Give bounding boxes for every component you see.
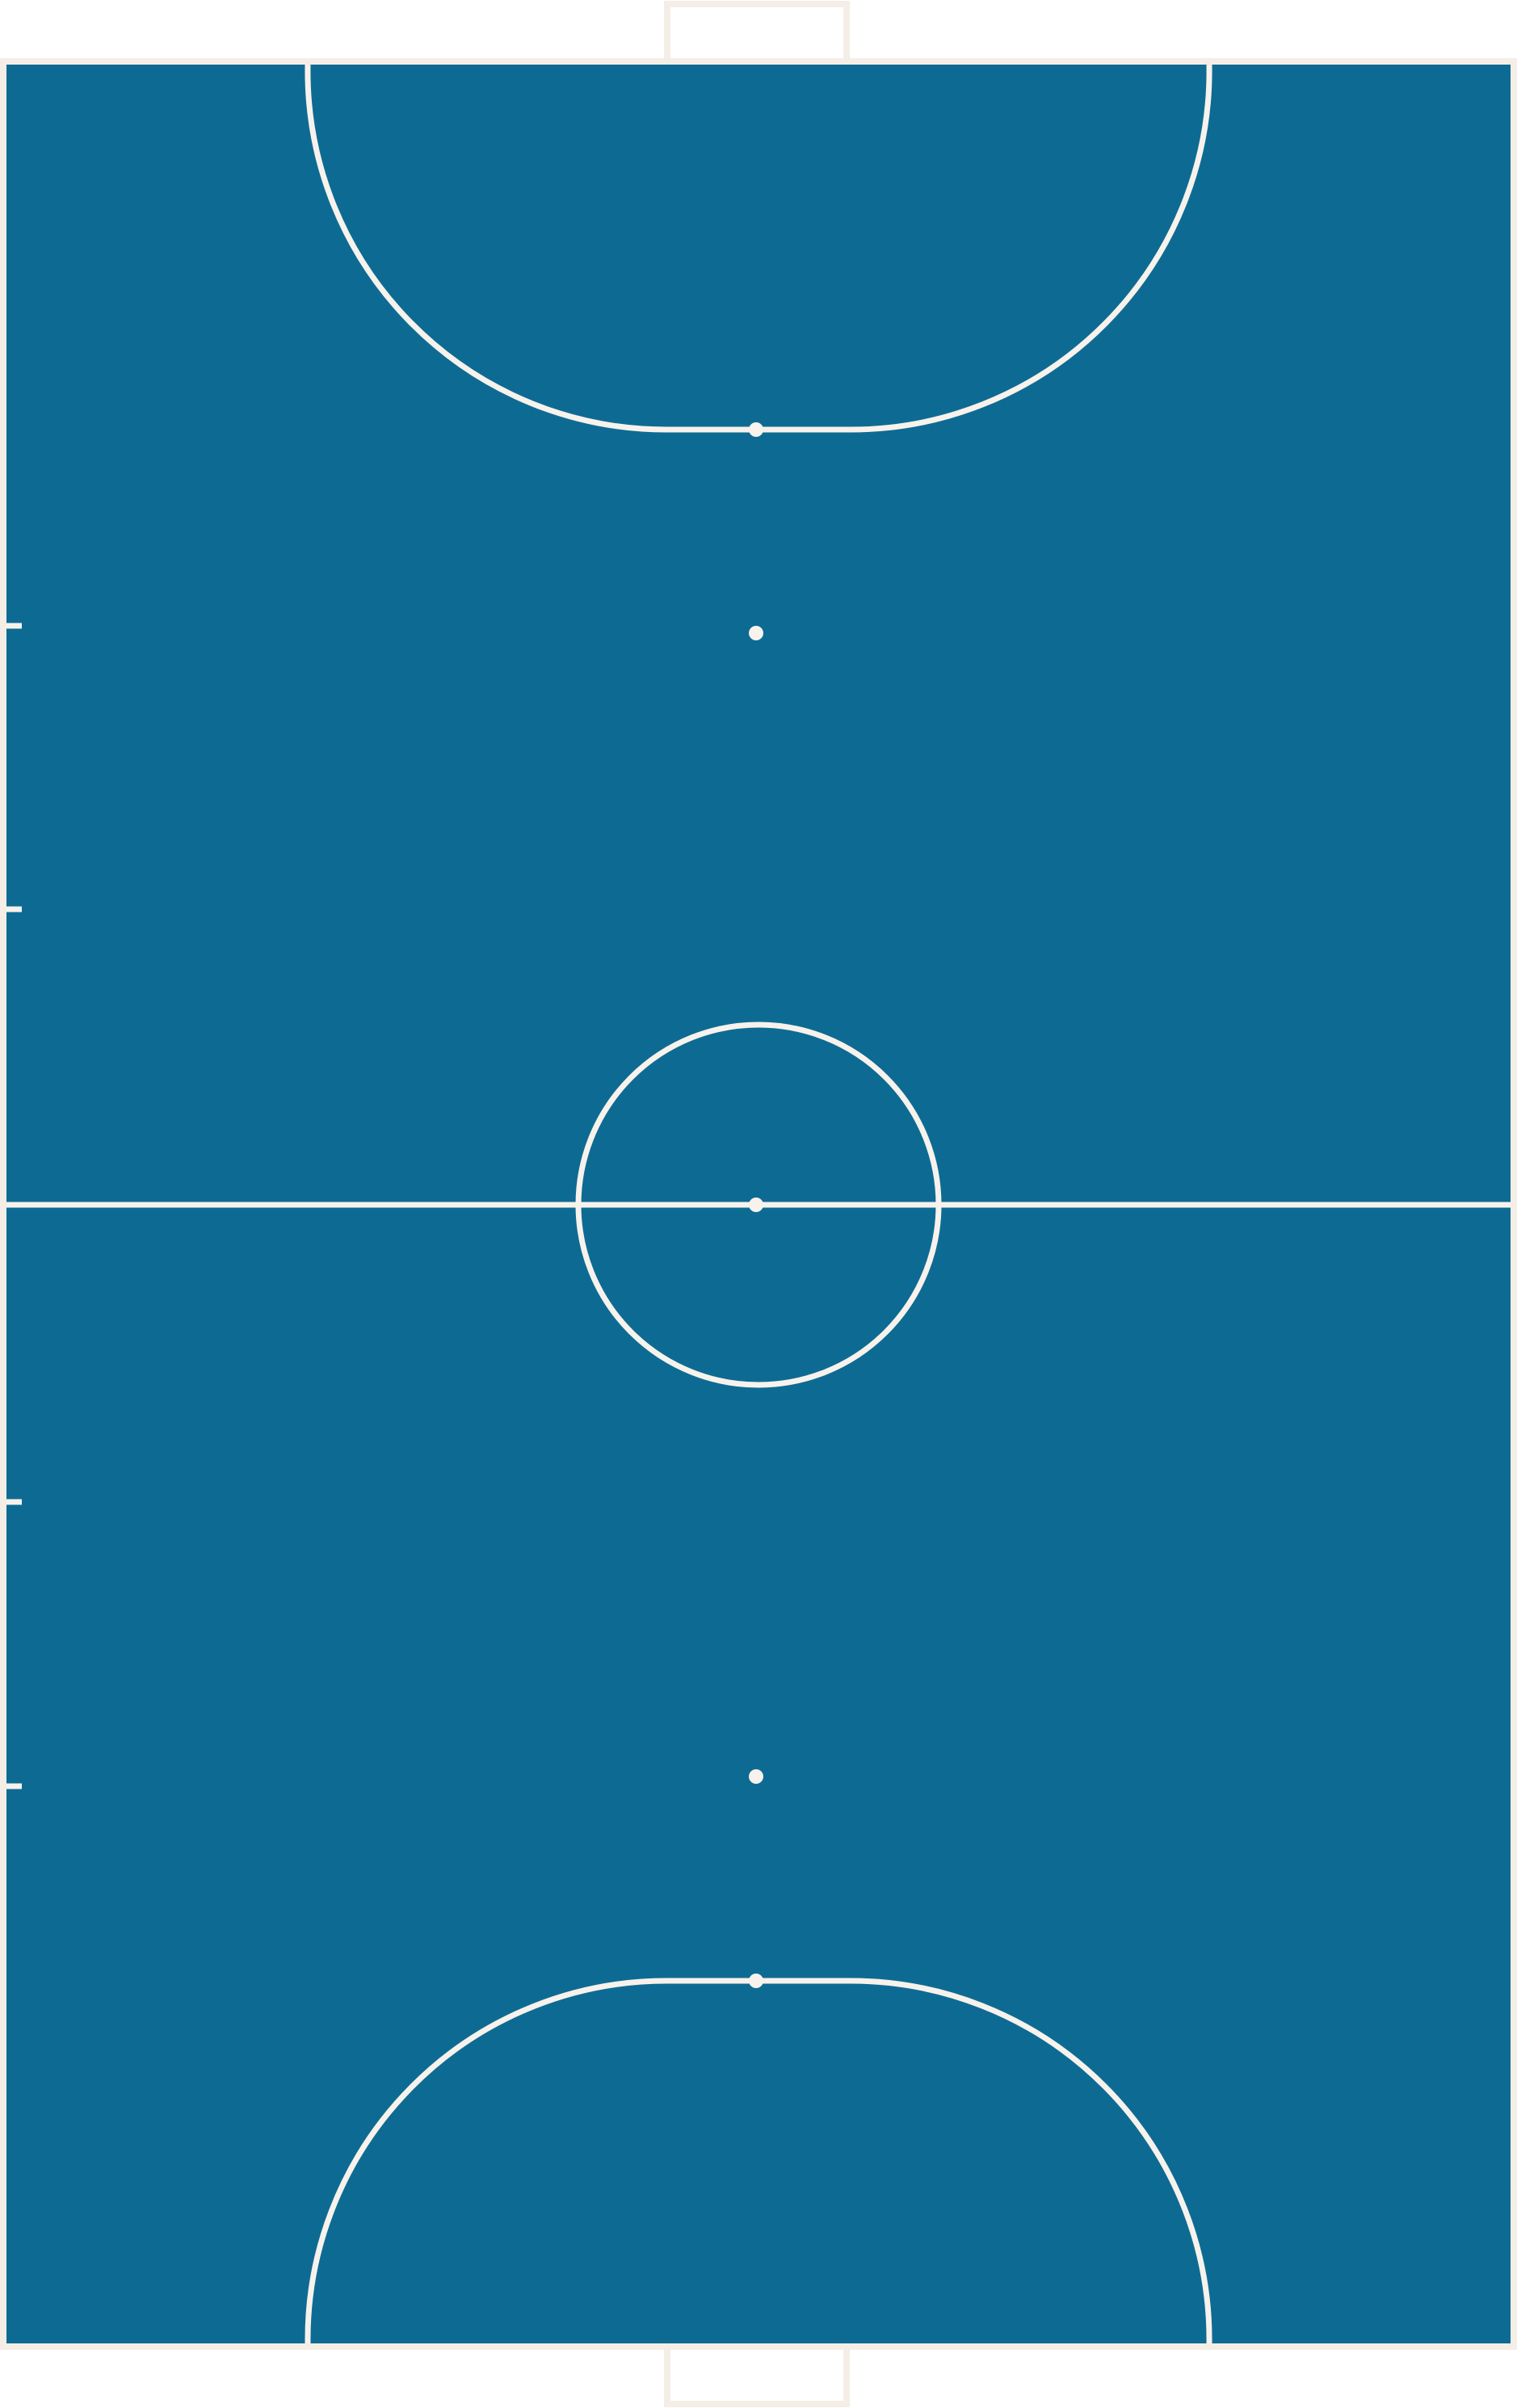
bottom-goal [664,2343,850,2407]
top-second-penalty-spot [749,626,763,640]
bottom-penalty-spot [749,1974,763,1988]
center-spot [749,1198,763,1212]
top-goal [664,1,850,65]
top-penalty-spot [749,422,763,437]
bottom-second-penalty-spot [749,1769,763,1784]
center-circle [575,1022,942,1388]
